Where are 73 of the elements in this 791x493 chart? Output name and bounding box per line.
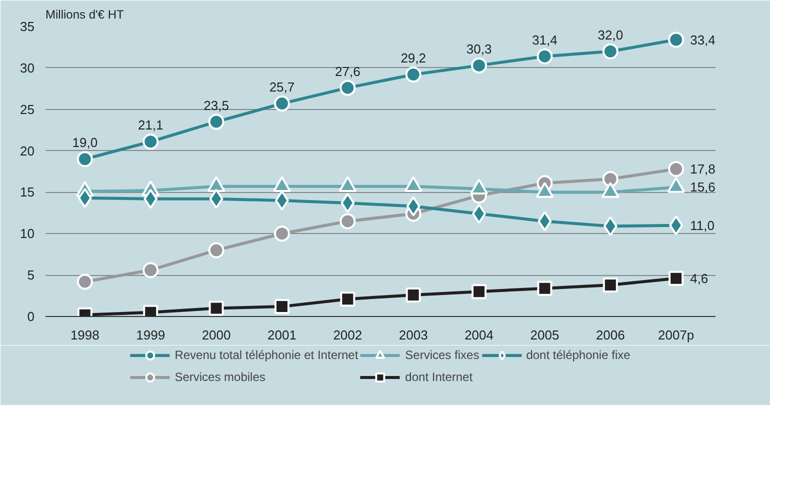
legend-label: Services fixes xyxy=(405,348,480,362)
data-label: 11,0 xyxy=(690,218,714,233)
data-label: 4,6 xyxy=(690,270,708,286)
point xyxy=(536,48,553,64)
data-label: 32,0 xyxy=(598,27,624,42)
y-tick-label: 30 xyxy=(20,60,35,76)
point xyxy=(274,226,290,242)
legend-label: Revenu total téléphonie et Internet xyxy=(174,348,358,362)
x-tick-label: 2007p xyxy=(658,328,694,342)
point xyxy=(471,57,488,74)
point xyxy=(340,213,356,230)
data-label: 29,2 xyxy=(400,50,426,66)
data-label: 33,4 xyxy=(690,32,716,48)
y-axis-title: Millions d'€ HT xyxy=(46,8,124,22)
legend-label: Services mobiles xyxy=(174,370,266,384)
point xyxy=(208,300,224,316)
data-label: 25,7 xyxy=(269,80,295,95)
y-tick-label: 25 xyxy=(20,102,35,117)
x-tick-label: 1998 xyxy=(70,328,100,342)
point xyxy=(144,188,158,209)
y-tick-label: 5 xyxy=(27,268,35,283)
x-tick-label: 1999 xyxy=(136,328,166,342)
point xyxy=(340,80,356,96)
data-label: 31,4 xyxy=(532,32,558,48)
point xyxy=(209,188,224,209)
point xyxy=(668,270,684,286)
point xyxy=(406,287,421,302)
point xyxy=(537,280,552,296)
point xyxy=(668,161,684,177)
x-tick-label: 2004 xyxy=(464,328,494,342)
point xyxy=(472,204,486,224)
x-tick-label: 2000 xyxy=(202,328,231,342)
point xyxy=(602,278,618,293)
point xyxy=(602,43,618,60)
point xyxy=(472,284,487,300)
x-tick-label: 2005 xyxy=(530,328,560,342)
point xyxy=(538,211,552,232)
point xyxy=(602,170,618,187)
point xyxy=(208,242,224,258)
y-tick-label: 10 xyxy=(20,226,35,242)
x-tick-label: 2001 xyxy=(268,328,296,342)
data-label: 15,6 xyxy=(690,180,716,195)
y-tick-label: 20 xyxy=(20,143,35,158)
point xyxy=(76,274,93,290)
point xyxy=(406,196,420,216)
point xyxy=(405,66,422,83)
point xyxy=(340,192,355,213)
point xyxy=(142,262,159,278)
legend-label: dont Internet xyxy=(405,370,473,384)
data-label: 27,6 xyxy=(335,64,360,79)
y-tick-label: 15 xyxy=(20,184,35,200)
point xyxy=(274,190,289,210)
point xyxy=(274,299,290,314)
x-tick-label: 2003 xyxy=(398,328,428,342)
point xyxy=(208,114,224,130)
point xyxy=(142,134,159,150)
x-tick-label: 2002 xyxy=(333,328,362,342)
point xyxy=(76,151,93,168)
data-label: 30,3 xyxy=(466,41,492,56)
point xyxy=(668,32,684,48)
point xyxy=(340,292,356,307)
point xyxy=(78,188,92,208)
data-label: 23,5 xyxy=(204,98,229,113)
point xyxy=(274,96,290,112)
y-tick-label: 0 xyxy=(27,309,35,324)
point xyxy=(669,215,684,236)
data-label: 19,0 xyxy=(72,135,98,150)
point xyxy=(603,216,618,236)
data-label: 17,8 xyxy=(690,162,716,177)
y-tick-label: 35 xyxy=(20,19,35,34)
legend-label: dont téléphonie fixe xyxy=(526,348,630,362)
x-tick-label: 2006 xyxy=(596,328,625,342)
data-label: 21,1 xyxy=(138,118,164,133)
